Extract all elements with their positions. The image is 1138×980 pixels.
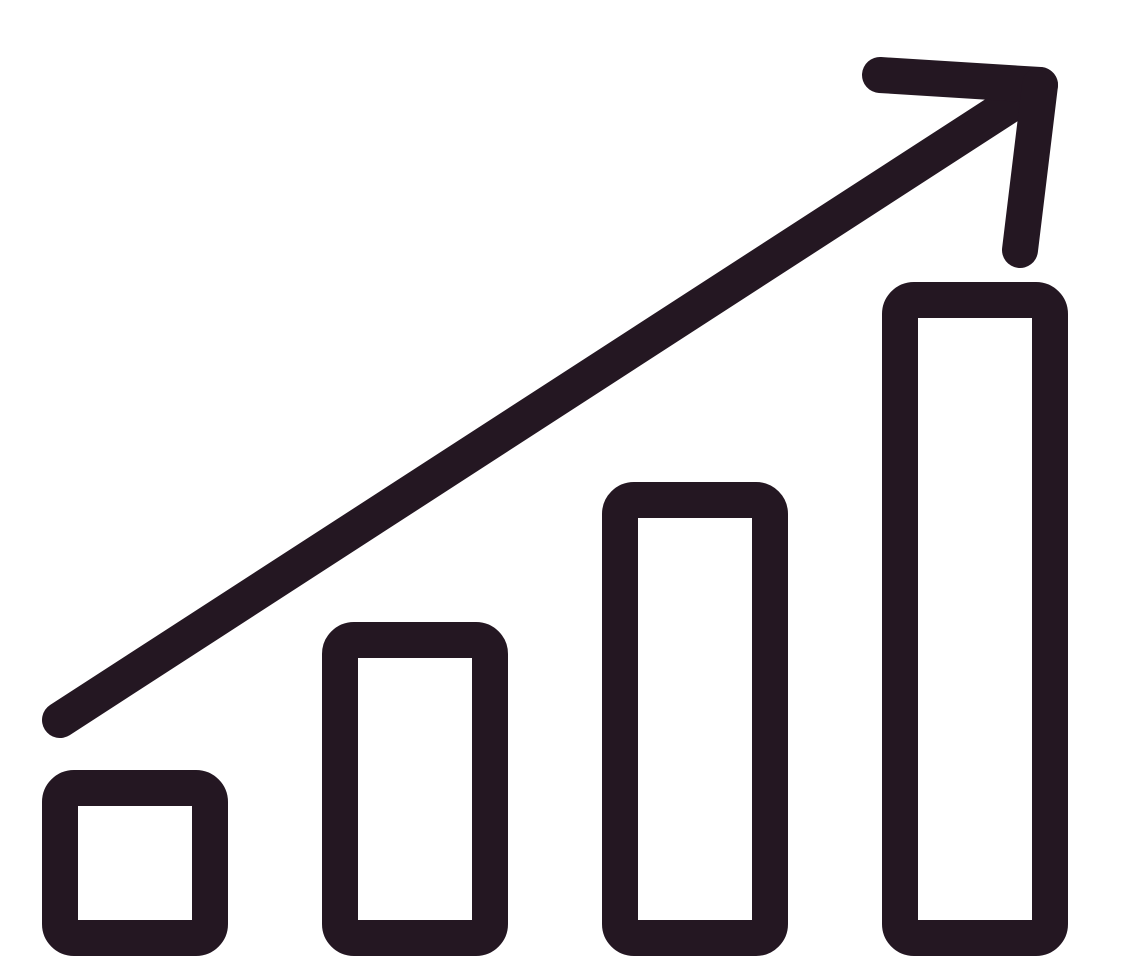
trend-arrow-head	[880, 75, 1040, 85]
growth-chart-icon	[0, 0, 1138, 980]
trend-arrow-head	[1020, 85, 1040, 250]
